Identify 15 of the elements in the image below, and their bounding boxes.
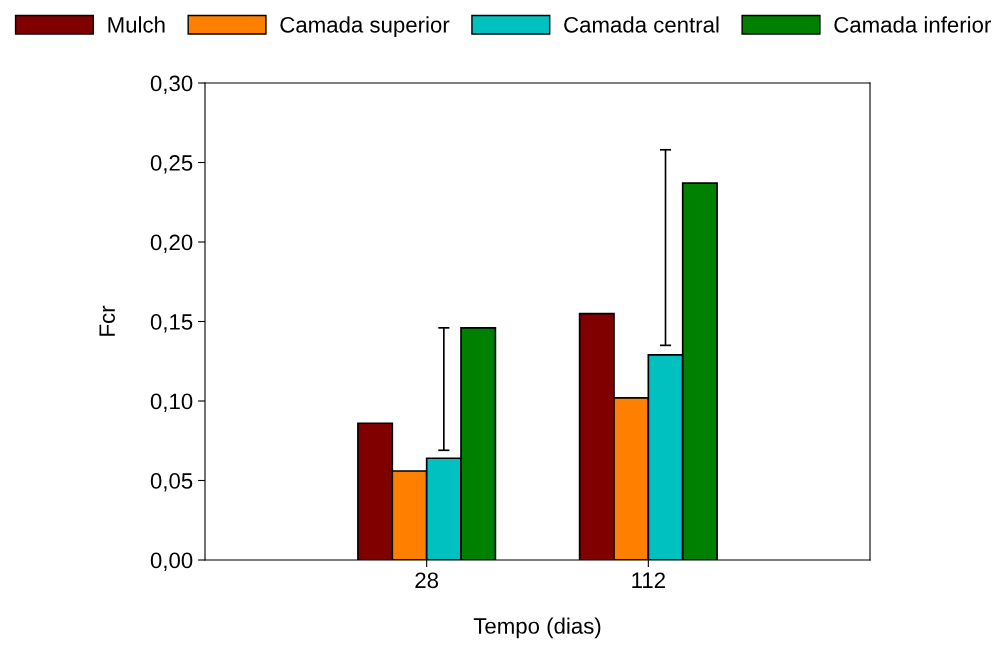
y-tick-label: 0,10 (150, 393, 193, 412)
y-tick-label: 0,15 (150, 314, 193, 333)
y-tick-label: 0,20 (150, 234, 193, 253)
y-tick-label: 0,00 (150, 552, 193, 571)
y-tick-label: 0,25 (150, 155, 193, 174)
legend-label: Camada central (564, 16, 719, 33)
x-tick-label: 112 (632, 572, 665, 588)
y-axis-title: Fcr (99, 305, 115, 336)
x-axis-title: Tempo (dias) (473, 617, 601, 639)
legend-label: Camada inferior (834, 16, 991, 33)
y-tick-label: 0,30 (150, 75, 193, 94)
y-tick-label: 0,05 (150, 473, 193, 492)
legend-label: Mulch (108, 16, 165, 33)
x-tick-label: 28 (415, 572, 439, 589)
legend-label: Camada superior (280, 16, 450, 38)
